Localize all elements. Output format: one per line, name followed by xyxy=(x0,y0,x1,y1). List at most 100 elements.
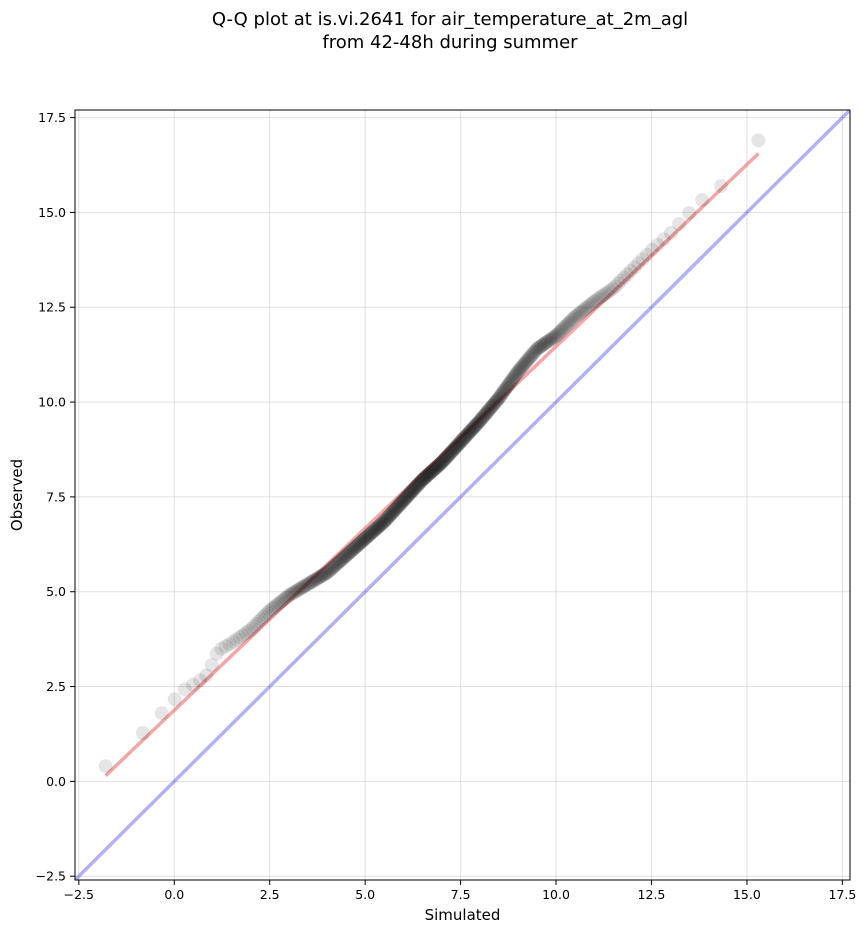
qq-point xyxy=(455,433,470,448)
qq-point xyxy=(517,356,532,371)
qq-point xyxy=(381,509,396,524)
qq-point xyxy=(434,455,449,470)
qq-point xyxy=(487,396,502,411)
qq-point xyxy=(275,593,290,608)
qq-point xyxy=(390,500,405,515)
qq-point xyxy=(440,449,455,464)
qq-point xyxy=(154,706,169,721)
qq-point xyxy=(368,522,383,537)
qq-point xyxy=(310,571,325,586)
qq-point xyxy=(493,388,508,403)
qq-point xyxy=(421,467,436,482)
qq-point xyxy=(488,395,503,410)
qq-point xyxy=(402,486,417,501)
qq-point xyxy=(328,558,343,573)
qq-point xyxy=(631,256,646,271)
qq-point xyxy=(394,496,409,511)
qq-point xyxy=(526,346,541,361)
qq-point xyxy=(577,302,592,316)
qq-point xyxy=(353,535,368,550)
qq-point xyxy=(452,436,467,451)
qq-point xyxy=(368,521,383,536)
qq-point xyxy=(355,534,370,549)
qq-point xyxy=(476,409,491,424)
qq-point xyxy=(513,362,528,377)
qq-point xyxy=(418,470,433,485)
qq-point xyxy=(331,555,346,570)
qq-point xyxy=(371,519,386,534)
qq-point xyxy=(480,405,495,420)
qq-point xyxy=(366,523,381,538)
qq-point xyxy=(340,547,355,562)
qq-point xyxy=(292,582,307,597)
qq-point xyxy=(682,205,697,220)
qq-point xyxy=(466,420,481,435)
qq-point xyxy=(465,422,480,437)
qq-point xyxy=(480,404,495,419)
qq-point xyxy=(399,490,414,505)
qq-point xyxy=(605,281,620,296)
qq-point xyxy=(483,401,498,416)
qq-point xyxy=(543,332,558,347)
qq-point xyxy=(229,632,244,647)
qq-point xyxy=(389,501,404,516)
qq-point xyxy=(497,383,512,398)
x-tick-label: 17.5 xyxy=(828,887,856,902)
x-tick-label: 12.5 xyxy=(638,887,666,902)
qq-point xyxy=(286,585,301,600)
x-axis-label: Simulated xyxy=(425,906,501,924)
qq-point xyxy=(520,353,535,368)
qq-point xyxy=(443,446,458,461)
axes-frame xyxy=(74,109,851,881)
qq-point xyxy=(650,237,665,252)
qq-point xyxy=(320,565,335,580)
qq-point xyxy=(464,422,479,437)
qq-point xyxy=(311,570,326,585)
qq-point xyxy=(462,425,477,440)
qq-point xyxy=(451,436,466,451)
qq-point xyxy=(387,503,402,518)
qq-point xyxy=(527,345,542,360)
qq-point xyxy=(552,325,567,340)
qq-point xyxy=(483,400,498,415)
qq-point xyxy=(695,192,710,207)
qq-point xyxy=(375,516,390,531)
qq-point xyxy=(617,270,632,285)
qq-point xyxy=(508,367,523,382)
qq-point xyxy=(473,413,487,428)
qq-point xyxy=(307,573,322,588)
qq-point xyxy=(306,573,321,588)
qq-point xyxy=(214,641,229,656)
qq-point xyxy=(431,458,446,473)
qq-point xyxy=(608,279,623,294)
qq-point xyxy=(290,583,305,598)
qq-point xyxy=(403,486,418,501)
qq-point xyxy=(458,429,473,444)
y-tick-label: 7.5 xyxy=(46,489,66,504)
qq-point xyxy=(512,363,527,378)
qq-point xyxy=(713,179,728,194)
qq-point xyxy=(404,484,419,499)
qq-point xyxy=(623,263,638,278)
qq-point xyxy=(529,342,544,357)
qq-point xyxy=(563,314,578,329)
qq-point xyxy=(413,474,428,489)
qq-point xyxy=(408,480,423,495)
qq-point xyxy=(611,276,626,291)
qq-point xyxy=(392,498,407,513)
qq-point xyxy=(391,499,406,514)
qq-point xyxy=(481,403,496,418)
y-tick-label: 10.0 xyxy=(38,395,66,410)
qq-point xyxy=(456,431,471,446)
qq-point xyxy=(457,430,472,445)
qq-point xyxy=(489,393,504,408)
qq-point xyxy=(258,607,273,622)
qq-point xyxy=(509,366,524,381)
qq-point xyxy=(282,588,296,603)
x-tick-label: −2.5 xyxy=(64,887,94,902)
qq-point xyxy=(415,472,430,487)
qq-point xyxy=(359,530,374,545)
qq-point xyxy=(366,524,381,539)
qq-point xyxy=(442,447,457,462)
qq-point xyxy=(544,331,559,346)
